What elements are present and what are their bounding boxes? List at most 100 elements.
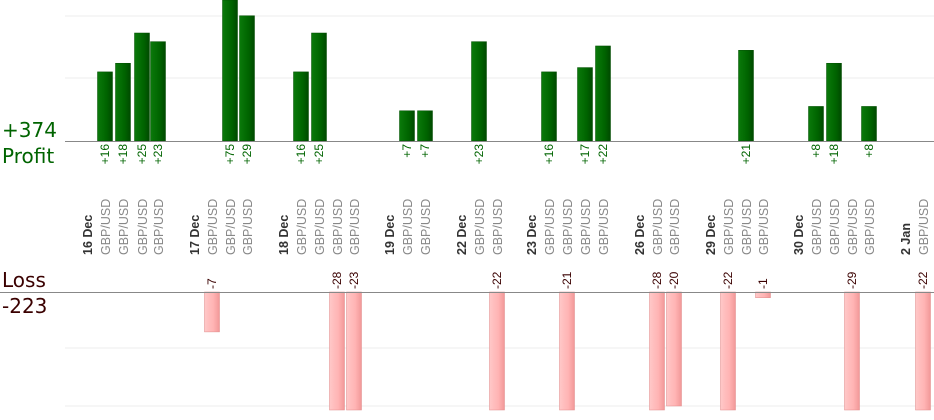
profit-bar (738, 50, 754, 142)
profit-bar (311, 32, 327, 142)
profit-value-label: +8 (862, 144, 876, 158)
symbol-label: GBP/USD (331, 199, 345, 255)
loss-value-label: -23 (347, 271, 361, 289)
profit-value-label: +23 (472, 144, 486, 165)
date-label: 22 Dec (455, 215, 469, 255)
profit-value-label: +18 (827, 144, 841, 165)
loss-bar (915, 291, 931, 411)
symbol-label: GBP/USD (313, 199, 327, 255)
symbol-label: GBP/USD (206, 199, 220, 255)
profit-bar (97, 71, 113, 142)
profit-total: +374 (2, 118, 57, 142)
profit-value-label: +16 (294, 144, 308, 165)
loss-value-label: -22 (721, 271, 735, 289)
symbol-label: GBP/USD (846, 199, 860, 255)
profit-value-label: +18 (116, 144, 130, 165)
loss-bar (329, 291, 345, 411)
profit-bar (541, 71, 557, 142)
profit-value-label: +16 (98, 144, 112, 165)
symbol-label: GBP/USD (419, 199, 433, 255)
symbol-label: GBP/USD (401, 199, 415, 255)
profit-bar (595, 45, 611, 142)
symbol-label: GBP/USD (117, 199, 131, 255)
profit-value-label: +8 (809, 144, 823, 158)
profit-bar (115, 62, 131, 142)
symbol-label: GBP/USD (99, 199, 113, 255)
profit-value-label: +21 (739, 144, 753, 165)
loss-total: -223 (2, 294, 48, 318)
profit-label: Profit (2, 144, 55, 168)
symbol-label: GBP/USD (543, 199, 557, 255)
loss-bar (204, 291, 220, 333)
profit-bar (577, 67, 593, 142)
profit-bar (861, 106, 877, 142)
profit-bar (222, 0, 238, 142)
date-label: 17 Dec (188, 215, 202, 255)
symbol-label: GBP/USD (561, 199, 575, 255)
profit-bar (471, 41, 487, 142)
loss-bar (489, 291, 505, 411)
profit-bar (826, 62, 842, 142)
profit-value-label: +25 (312, 144, 326, 165)
bars (97, 0, 931, 411)
loss-value-label: -29 (845, 271, 859, 289)
loss-value-label: -20 (667, 271, 681, 289)
date-label: 23 Dec (525, 215, 539, 255)
loss-bar (346, 291, 362, 411)
date-label: 19 Dec (383, 215, 397, 255)
profit-value-label: +25 (135, 144, 149, 165)
symbol-label: GBP/USD (740, 199, 754, 255)
loss-bar (844, 291, 860, 411)
date-label: 26 Dec (633, 215, 647, 255)
symbol-label: GBP/USD (152, 199, 166, 255)
profit-bar (293, 71, 309, 142)
profit-bar (239, 15, 255, 142)
loss-value-label: -22 (490, 271, 504, 289)
profit-value-label: +75 (223, 144, 237, 165)
profit-value-label: +7 (418, 144, 432, 158)
symbol-label: GBP/USD (668, 199, 682, 255)
loss-value-label: -28 (330, 271, 344, 289)
profit-bar (808, 106, 824, 142)
symbol-label: GBP/USD (917, 199, 931, 255)
loss-value-label: -1 (756, 278, 770, 289)
symbol-label: GBP/USD (473, 199, 487, 255)
loss-bar (666, 291, 682, 407)
profit-bar (134, 32, 150, 142)
symbol-label: GBP/USD (757, 199, 771, 255)
symbol-label: GBP/USD (651, 199, 665, 255)
symbol-label: GBP/USD (241, 199, 255, 255)
loss-value-label: -21 (560, 271, 574, 289)
loss-bar (559, 291, 575, 411)
profit-bar (399, 110, 415, 142)
profit-value-label: +29 (240, 144, 254, 165)
symbol-label: GBP/USD (295, 199, 309, 255)
loss-bar (649, 291, 665, 411)
loss-value-label: -7 (205, 278, 219, 289)
loss-value-label: -28 (650, 271, 664, 289)
symbol-label: GBP/USD (136, 199, 150, 255)
bar-labels: +16 GBP/USD 16 Dec +18 GBP/USD +25 GBP/USD +23 G… (81, 144, 931, 289)
symbol-label: GBP/USD (810, 199, 824, 255)
loss-label: Loss (2, 268, 46, 292)
date-label: 30 Dec (792, 215, 806, 255)
profit-value-label: +22 (596, 144, 610, 165)
symbol-label: GBP/USD (491, 199, 505, 255)
date-label: 18 Dec (277, 215, 291, 255)
date-label: 2 Jan (899, 223, 913, 255)
profit-bar (417, 110, 433, 142)
symbol-label: GBP/USD (224, 199, 238, 255)
profit-value-label: +7 (400, 144, 414, 158)
symbol-label: GBP/USD (863, 199, 877, 255)
date-label: 29 Dec (704, 215, 718, 255)
symbol-label: GBP/USD (597, 199, 611, 255)
symbol-label: GBP/USD (579, 199, 593, 255)
symbol-label: GBP/USD (828, 199, 842, 255)
symbol-label: GBP/USD (348, 199, 362, 255)
profit-value-label: +16 (542, 144, 556, 165)
profit-bar (150, 41, 166, 142)
loss-value-label: -22 (916, 271, 930, 289)
symbol-label: GBP/USD (722, 199, 736, 255)
profit-value-label: +17 (578, 144, 592, 165)
